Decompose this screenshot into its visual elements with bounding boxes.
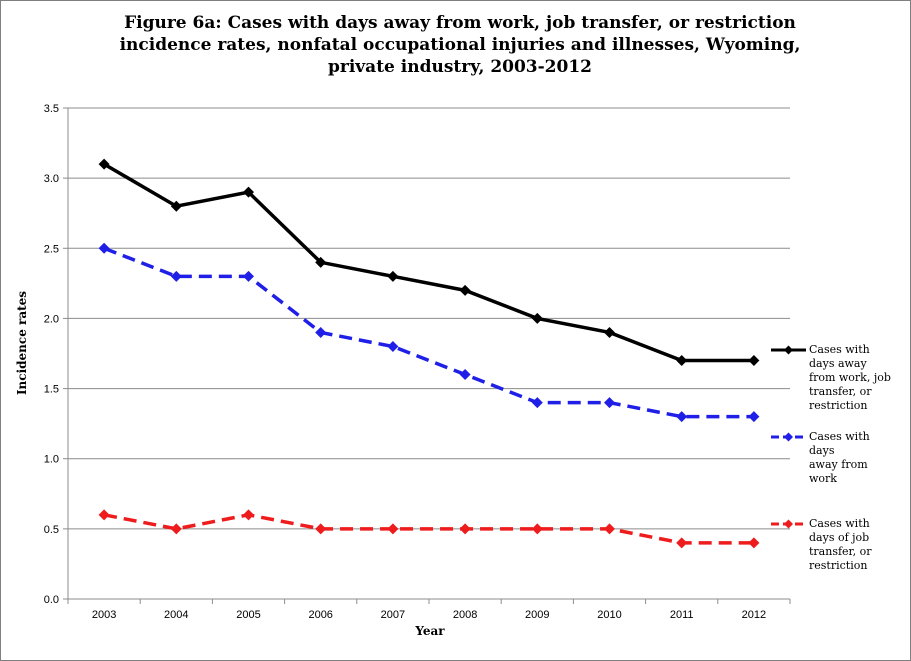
x-tick-label: 2008 (453, 609, 477, 621)
series-line (103, 246, 754, 419)
x-tick-label: 2005 (236, 609, 260, 621)
data-point (748, 411, 760, 423)
series-lines (98, 158, 760, 549)
data-point (170, 523, 182, 535)
x-tick-label: 2006 (308, 609, 332, 621)
series-line (103, 162, 754, 363)
series-1 (98, 158, 760, 367)
data-point (315, 326, 327, 338)
data-point (604, 326, 615, 338)
y-tick-label: 2.0 (44, 313, 59, 325)
x-axis-title: Year (415, 624, 445, 638)
legend-entry-label: Cases with days away from work, job tran… (809, 343, 891, 412)
data-point (243, 509, 254, 521)
data-point (387, 523, 399, 535)
y-tick-label: 2.5 (44, 243, 59, 255)
data-point (676, 537, 688, 549)
y-tick-label: 1.0 (44, 454, 59, 466)
legend-marker (784, 345, 793, 355)
gridlines (68, 107, 790, 530)
x-tick-label: 2004 (164, 609, 188, 621)
data-point (676, 411, 688, 423)
y-tick-label: 3.0 (44, 173, 59, 185)
data-point (170, 200, 182, 212)
legend-marker (784, 432, 793, 442)
data-point (315, 523, 327, 535)
data-point (243, 270, 254, 282)
data-point (676, 355, 688, 367)
data-point (98, 509, 110, 521)
x-tick-label: 2003 (92, 609, 116, 621)
data-point (531, 397, 543, 409)
axes: 0.0 0.5 1.0 1.5 2.0 2.5 3.0 3.5 2003 2004 2005 2006… (44, 103, 791, 621)
x-tick-label: 2012 (742, 609, 766, 621)
y-tick-label: 0.5 (44, 524, 59, 536)
data-point (170, 270, 182, 282)
data-point (387, 340, 399, 352)
data-point (604, 397, 615, 409)
series-2 (98, 242, 760, 423)
data-point (387, 270, 399, 282)
data-point (98, 158, 110, 170)
x-tick-label: 2010 (597, 609, 621, 621)
data-point (459, 284, 471, 296)
y-tick-label: 1.5 (44, 384, 59, 396)
legend-marker (784, 519, 793, 529)
data-point (243, 186, 254, 198)
legend-entry-label: Cases with days away from work (809, 430, 870, 485)
y-tick-label: 0.0 (44, 594, 59, 606)
series-line (103, 513, 754, 545)
data-point (748, 355, 760, 367)
x-tick-label: 2009 (525, 609, 549, 621)
series-3 (98, 509, 760, 549)
legend-entry-label: Cases with days of job transfer, or rest… (809, 517, 872, 572)
x-tick-label: 2011 (670, 609, 694, 621)
data-point (531, 312, 543, 324)
data-point (98, 242, 110, 254)
data-point (459, 523, 471, 535)
data-point (748, 537, 760, 549)
y-tick-label: 3.5 (44, 103, 59, 115)
data-point (531, 523, 543, 535)
data-point (315, 256, 327, 268)
x-tick-label: 2007 (381, 609, 405, 621)
legend-markers (771, 345, 806, 529)
data-point (459, 369, 471, 381)
chart-title: Figure 6a: Cases with days away from wor… (119, 13, 801, 77)
data-point (604, 523, 615, 535)
